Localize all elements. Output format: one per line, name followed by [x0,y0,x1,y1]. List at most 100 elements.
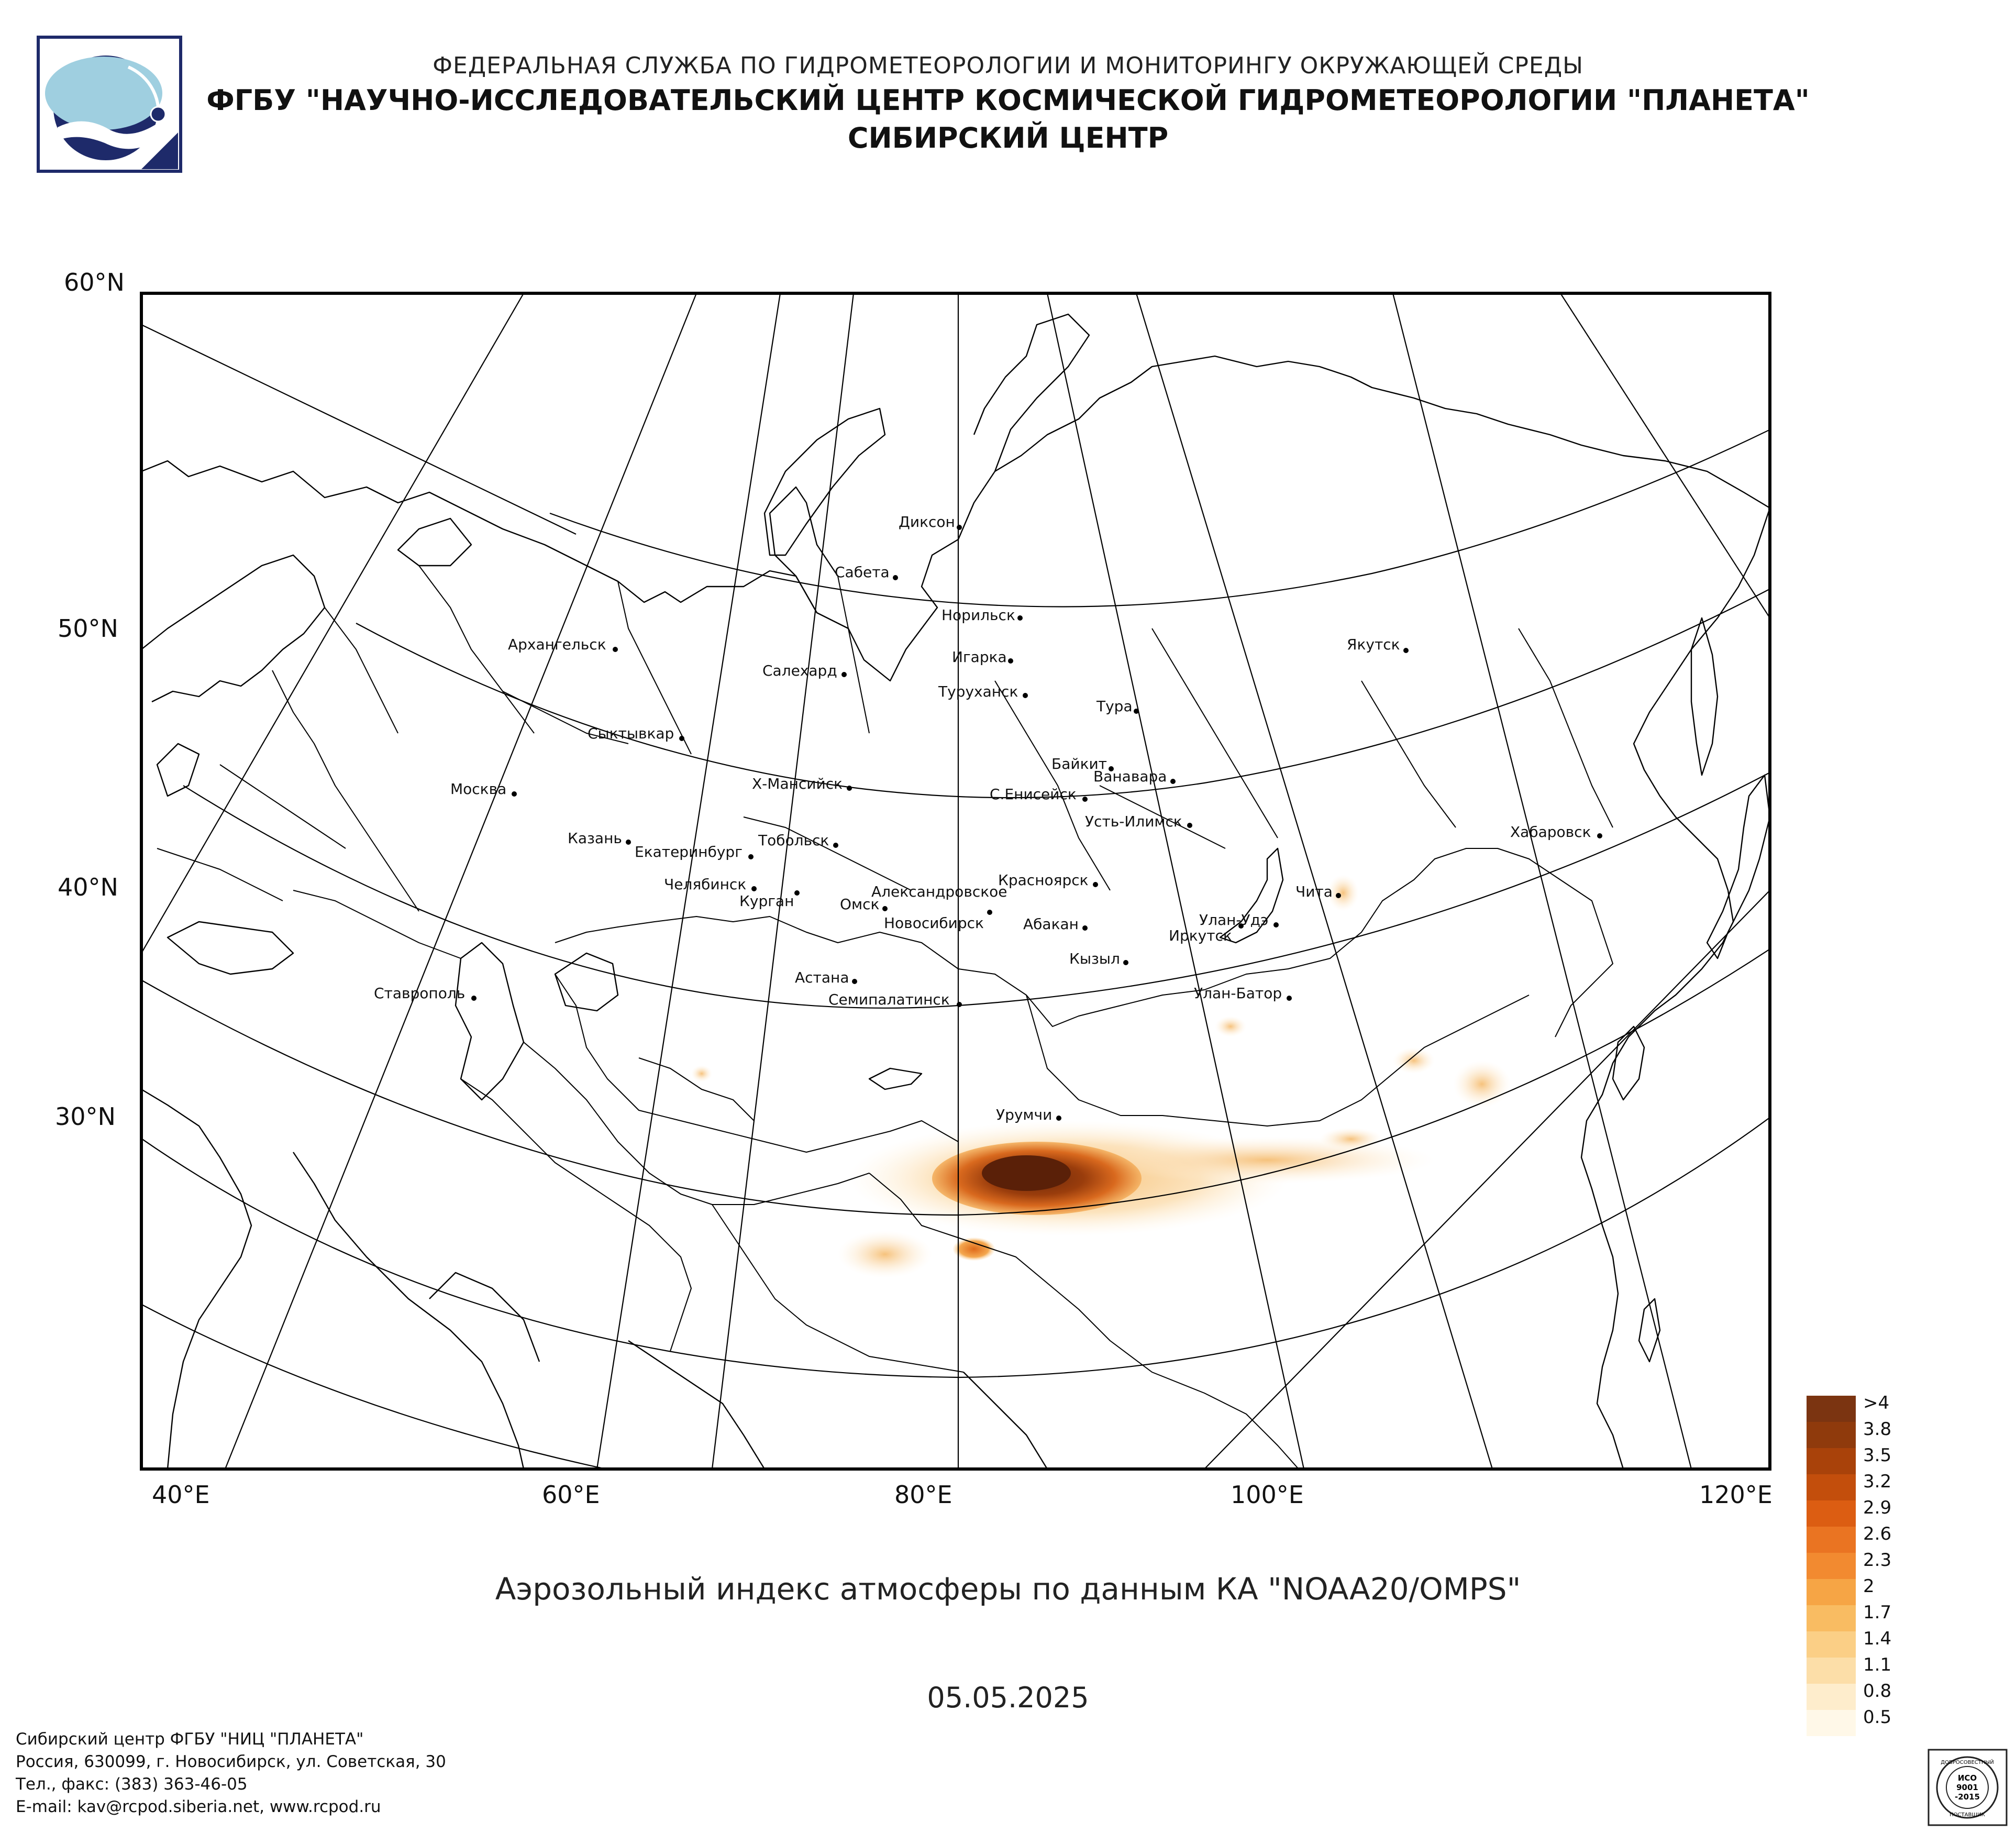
legend-item: 1.7 [1807,1602,1891,1631]
city-label: Ванавара [1093,768,1167,785]
city-label: Абакан [1023,915,1079,933]
legend-swatch [1807,1553,1856,1579]
city-label: Кызыл [1069,950,1120,967]
legend-label: 1.4 [1863,1628,1892,1649]
badge-line-2: 9001 [1956,1783,1978,1792]
legend-item: 2.9 [1807,1497,1891,1527]
city-label: Салехард [762,662,837,679]
legend-label: 2.3 [1863,1550,1892,1571]
city-label: Сабета [835,564,890,581]
city-markers [471,525,1602,1121]
lon-label-120: 120°E [1699,1481,1773,1509]
city-label: Семипалатинск [828,991,950,1008]
legend-item: >4 [1807,1393,1889,1422]
city-label: Улан-Удэ [1199,911,1268,929]
city-label: Александровское [871,883,1007,900]
legend-label: >4 [1863,1393,1890,1414]
footer-line: Сибирский центр ФГБУ "НИЦ "ПЛАНЕТА" [16,1730,364,1749]
city-label: Москва [450,780,506,798]
city-label: Туруханск [938,683,1018,700]
badge-top-text: ДОБРОСОВЕСТНЫЙ [1941,1759,1993,1765]
map-date: 05.05.2025 [927,1681,1089,1714]
footer-line: E-mail: kav@rcpod.siberia.net, www.rcpod… [16,1797,381,1816]
lon-label-100: 100°E [1231,1481,1304,1509]
map-frame [140,292,1771,1471]
city-label: Астана [795,969,849,986]
city-label: Екатеринбург [635,843,743,860]
legend-label: 2 [1863,1576,1875,1597]
legend-label: 1.7 [1863,1602,1892,1623]
city-label: Игарка [952,648,1007,666]
badge-line-3: -2015 [1955,1792,1980,1802]
city-label: Тобольск [758,832,829,849]
legend-item: 2.6 [1807,1523,1891,1553]
legend-swatch [1807,1527,1856,1553]
legend-swatch [1807,1422,1856,1448]
legend-label: 3.5 [1863,1445,1892,1466]
iso-certification-badge: ДОБРОСОВЕСТНЫЙ ИСО 9001 -2015 ПОСТАВЩИК [1928,1749,2008,1826]
city-label: Диксон [899,513,955,531]
borders [157,565,1613,1469]
city-label: Курган [739,892,794,910]
city-label: Усть-Илимск [1085,813,1182,830]
legend-label: 3.8 [1863,1419,1892,1440]
city-label: Ставрополь [374,985,465,1002]
city-label: Сыктывкар [588,725,674,742]
legend-swatch [1807,1605,1856,1631]
legend-label: 0.8 [1863,1681,1892,1702]
legend-swatch [1807,1474,1856,1500]
lon-label-40: 40°E [152,1481,210,1509]
city-label: Архангельск [508,636,606,653]
aerosol-index-legend: >4 3.8 3.5 3.2 2.9 2.6 2.3 2 1.7 1.4 1.1… [1807,1393,1891,1736]
lon-label-80: 80°E [894,1481,952,1509]
legend-label: 3.2 [1863,1471,1892,1492]
legend-swatch [1807,1448,1856,1474]
legend-swatch [1807,1684,1856,1710]
legend-item: 0.5 [1807,1707,1891,1736]
legend-label: 1.1 [1863,1654,1892,1675]
city-label: Тура [1096,698,1133,715]
legend-swatch [1807,1579,1856,1605]
city-label: Улан-Батор [1194,985,1282,1002]
city-label: Якутск [1347,636,1400,653]
city-label: С.Енисейск [990,786,1077,803]
legend-swatch [1807,1658,1856,1684]
city-labels: Диксон Сабета Норильск Игарка Салехард Т… [374,513,1591,1123]
legend-swatch [1807,1500,1856,1527]
lat-label-40: 40°N [58,873,118,901]
planeta-logo [37,36,182,173]
city-label: Чита [1295,883,1333,900]
footer-line: Россия, 630099, г. Новосибирск, ул. Сове… [16,1752,446,1771]
legend-label: 2.9 [1863,1497,1892,1518]
legend-item: 3.8 [1807,1419,1891,1448]
badge-bottom-text: ПОСТАВЩИК [1949,1812,1985,1818]
city-label: Иркутск [1169,927,1232,944]
city-label: Челябинск [664,876,746,893]
footer-line: Тел., факс: (383) 363-46-05 [16,1775,248,1794]
agency-title: ФЕДЕРАЛЬНАЯ СЛУЖБА ПО ГИДРОМЕТЕОРОЛОГИИ … [433,52,1583,79]
lat-label-60: 60°N [64,268,125,296]
longitude-lines [141,293,1770,1469]
legend-item: 1.4 [1807,1628,1891,1658]
lon-label-60: 60°E [542,1481,600,1509]
legend-swatch [1807,1396,1856,1422]
city-label: Красноярск [998,871,1089,889]
city-label: Х-Мансийск [752,775,843,792]
contact-footer: Сибирский центр ФГБУ "НИЦ "ПЛАНЕТА" Росс… [16,1728,446,1818]
city-label: Урумчи [996,1106,1052,1123]
legend-item: 0.8 [1807,1681,1891,1710]
city-label: Байкит [1051,755,1107,772]
institute-title: ФГБУ "НАУЧНО-ИССЛЕДОВАТЕЛЬСКИЙ ЦЕНТР КОС… [206,84,1810,117]
map-title: Аэрозольный индекс атмосферы по данным К… [495,1571,1521,1607]
legend-item: 3.2 [1807,1471,1891,1500]
city-label: Казань [568,830,622,847]
lat-label-30: 30°N [55,1102,116,1131]
legend-item: 2.3 [1807,1550,1891,1579]
badge-line-1: ИСО [1958,1773,1977,1783]
city-label: Омск [840,896,879,913]
coastlines [141,313,1770,1469]
legend-item: 1.1 [1807,1654,1891,1684]
legend-label: 0.5 [1863,1707,1892,1728]
city-label: Новосибирск [884,914,984,932]
city-label: Норильск [941,606,1015,624]
